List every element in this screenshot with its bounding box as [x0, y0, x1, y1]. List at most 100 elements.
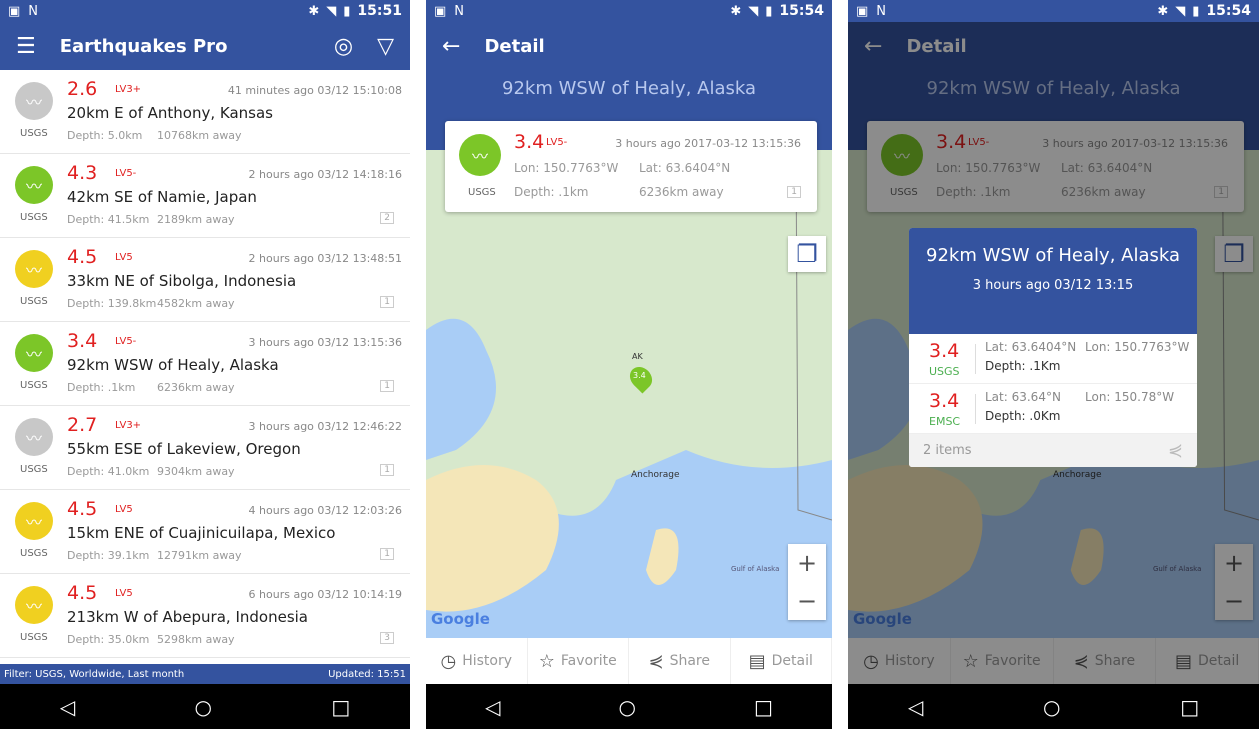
history-button[interactable]: ◷ History	[426, 638, 528, 684]
layers-button[interactable]: ❐	[1215, 236, 1253, 272]
app-title: Earthquakes Pro	[59, 35, 228, 57]
earthquake-card[interactable]: 〰 USGS 3.4 LV5- 3 hours ago 2017-03-12 1…	[445, 121, 817, 212]
earthquake-row[interactable]: 〰 USGS 2.6 LV3+ 41 minutes ago 03/12 15:…	[0, 70, 410, 154]
recents-icon[interactable]: □	[1180, 694, 1200, 719]
earthquake-card[interactable]: 〰 USGS 3.4 LV5- 3 hours ago 2017-03-12 1…	[867, 121, 1244, 212]
globe-icon[interactable]: ◎	[333, 33, 354, 59]
earthquake-row[interactable]: 〰 USGS 4.5 LV5 4 hours ago 03/12 12:03:2…	[0, 490, 410, 574]
item-count: 2 items	[923, 443, 972, 458]
home-icon[interactable]: ○	[1043, 694, 1061, 719]
battery-icon: ▮	[765, 3, 773, 19]
earthquake-row[interactable]: 〰 USGS 2.7 LV3+ 3 hours ago 03/12 12:46:…	[0, 406, 410, 490]
level: LV5	[115, 504, 133, 515]
distance: 9304km away	[157, 465, 235, 478]
share-label: Share	[669, 653, 710, 669]
level: LV3+	[115, 84, 142, 95]
depth: Depth: .0Km	[985, 409, 1061, 423]
source-label: USGS	[20, 296, 48, 307]
map-label-gulf: Gulf of Alaska	[1153, 565, 1202, 573]
depth: Depth: .1Km	[985, 359, 1061, 373]
favorite-button[interactable]: ☆ Favorite	[951, 638, 1054, 684]
star-icon: ☆	[538, 650, 555, 672]
detail-button[interactable]: ▤ Detail	[731, 638, 832, 684]
time: 4 hours ago 03/12 12:03:26	[248, 504, 402, 517]
place: 15km ENE of Cuajinicuilapa, Mexico	[67, 524, 336, 542]
history-label: History	[462, 653, 513, 669]
recents-icon[interactable]: □	[754, 694, 773, 719]
earthquake-row[interactable]: 〰 USGS 3.4 LV5- 3 hours ago 03/12 13:15:…	[0, 322, 410, 406]
menu-icon[interactable]: ☰	[16, 33, 36, 59]
filter-icon[interactable]: ▽	[377, 33, 394, 59]
wave-icon: 〰	[881, 134, 923, 176]
share-icon[interactable]: ⋞	[1167, 440, 1183, 461]
back-icon[interactable]: ◁	[485, 694, 501, 719]
bluetooth-icon: ✱	[730, 3, 742, 19]
map-label-gulf: Gulf of Alaska	[731, 565, 780, 573]
favorite-button[interactable]: ☆ Favorite	[528, 638, 629, 684]
source-row[interactable]: 3.4 EMSC Lat: 63.64°N Lon: 150.78°W Depth: .…	[909, 384, 1197, 434]
count-badge: 1	[380, 296, 394, 308]
latitude: Lat: 63.6404°N	[639, 161, 731, 175]
dialog-subtitle: 3 hours ago 03/12 13:15	[972, 278, 1134, 293]
home-icon[interactable]: ○	[618, 694, 636, 719]
zoom-controls: + −	[788, 544, 826, 620]
zoom-controls: + −	[1215, 544, 1253, 620]
history-button[interactable]: ◷ History	[848, 638, 951, 684]
source-row[interactable]: 3.4 USGS Lat: 63.6404°N Lon: 150.7763°W Dept…	[909, 334, 1197, 384]
star-icon: ☆	[962, 650, 979, 672]
earthquake-row[interactable]: 〰 USGS 4.5 LV5 2 hours ago 03/12 13:48:5…	[0, 238, 410, 322]
back-arrow-icon[interactable]: ←	[442, 33, 461, 59]
source-label: USGS	[20, 380, 48, 391]
nav-bar: ◁ ○ □	[426, 684, 832, 729]
earthquake-row[interactable]: 〰 USGS 4.5 LV5 6 hours ago 03/12 10:14:1…	[0, 574, 410, 658]
source-label: USGS	[890, 187, 918, 198]
layers-icon: ❐	[796, 240, 818, 268]
back-icon[interactable]: ◁	[59, 694, 76, 719]
time: 6 hours ago 03/12 10:14:19	[248, 588, 402, 601]
count-badge: 3	[380, 632, 394, 644]
status-bar: ▣ N ✱ ◥ ▮ 15:54	[848, 0, 1259, 22]
wave-icon: 〰	[15, 586, 53, 624]
wave-icon: 〰	[15, 250, 53, 288]
clock-icon: ◷	[440, 650, 457, 672]
share-label: Share	[1094, 653, 1136, 669]
recents-icon[interactable]: □	[331, 694, 351, 719]
earthquake-row[interactable]: 〰 USGS 4.3 LV5- 2 hours ago 03/12 14:18:…	[0, 154, 410, 238]
place: 92km WSW of Healy, Alaska	[67, 356, 279, 374]
back-icon[interactable]: ◁	[907, 694, 924, 719]
zoom-out-button[interactable]: −	[1223, 587, 1245, 615]
home-icon[interactable]: ○	[194, 694, 212, 719]
wave-icon: 〰	[15, 166, 53, 204]
zoom-out-button[interactable]: −	[796, 587, 818, 615]
favorite-label: Favorite	[984, 653, 1041, 669]
place: 42km SE of Namie, Japan	[67, 188, 257, 206]
filter-bar[interactable]: Filter: USGS, Worldwide, Last month Updat…	[0, 664, 410, 684]
detail-screen-with-dialog: AK 3.4 Anchorage Gulf of Alaska Google ❐…	[848, 0, 1259, 729]
count-badge: 2	[380, 212, 394, 224]
time: 2 hours ago 03/12 13:48:51	[248, 252, 402, 265]
longitude: Lon: 150.78°W	[1085, 390, 1175, 404]
action-bar: ◷ History ☆ Favorite ⋞ Share ▤ Detail	[848, 638, 1259, 684]
distance: 10768km away	[157, 129, 242, 142]
wifi-icon: ◥	[748, 3, 759, 19]
detail-screen: AK 3.4 Anchorage Gulf of Alaska Google ❐…	[426, 0, 832, 729]
bluetooth-icon: ✱	[1157, 3, 1169, 19]
magnitude: 4.5	[67, 246, 98, 268]
map[interactable]: AK 3.4 Anchorage Gulf of Alaska Google ❐…	[426, 149, 832, 638]
layers-button[interactable]: ❐	[788, 236, 826, 272]
status-bar: ▣ N ✱ ◥ ▮ 15:54	[426, 0, 832, 22]
zoom-in-button[interactable]: +	[1223, 549, 1245, 577]
share-button[interactable]: ⋞ Share	[1054, 638, 1157, 684]
level: LV5	[115, 252, 133, 263]
magnitude: 2.6	[67, 78, 98, 100]
image-icon: ▣	[434, 3, 447, 19]
battery-icon: ▮	[343, 3, 351, 19]
google-logo: Google	[853, 610, 912, 628]
nav-bar: ◁ ○ □	[0, 684, 410, 729]
detail-place: 92km WSW of Healy, Alaska	[926, 78, 1181, 99]
share-button[interactable]: ⋞ Share	[629, 638, 731, 684]
zoom-in-button[interactable]: +	[796, 549, 818, 577]
source-label: USGS	[20, 632, 48, 643]
back-arrow-icon[interactable]: ←	[864, 33, 883, 59]
clock: 15:51	[357, 3, 402, 19]
